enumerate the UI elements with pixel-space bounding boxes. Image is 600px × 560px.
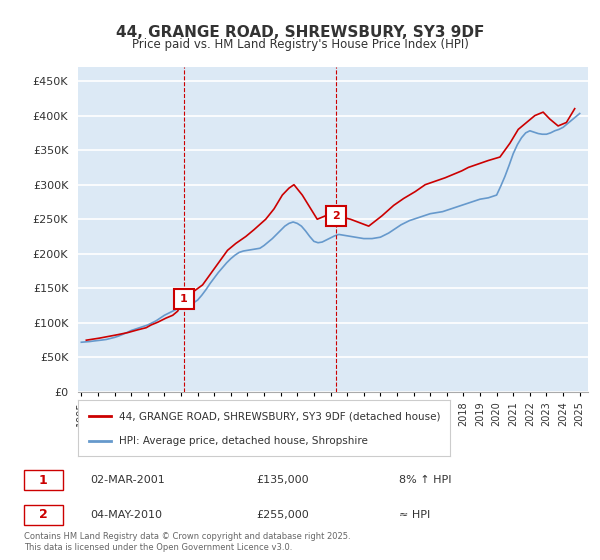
Text: 04-MAY-2010: 04-MAY-2010 <box>90 510 162 520</box>
Text: 1: 1 <box>39 474 47 487</box>
Text: 2: 2 <box>39 508 47 521</box>
Text: HPI: Average price, detached house, Shropshire: HPI: Average price, detached house, Shro… <box>119 436 368 446</box>
Text: ≈ HPI: ≈ HPI <box>400 510 431 520</box>
Text: 2: 2 <box>332 211 340 221</box>
Text: Contains HM Land Registry data © Crown copyright and database right 2025.
This d: Contains HM Land Registry data © Crown c… <box>24 532 350 552</box>
Text: 8% ↑ HPI: 8% ↑ HPI <box>400 475 452 485</box>
Text: 1: 1 <box>180 293 188 304</box>
Text: 02-MAR-2001: 02-MAR-2001 <box>90 475 165 485</box>
FancyBboxPatch shape <box>24 470 62 490</box>
FancyBboxPatch shape <box>24 505 62 525</box>
Text: Price paid vs. HM Land Registry's House Price Index (HPI): Price paid vs. HM Land Registry's House … <box>131 38 469 51</box>
Text: 44, GRANGE ROAD, SHREWSBURY, SY3 9DF (detached house): 44, GRANGE ROAD, SHREWSBURY, SY3 9DF (de… <box>119 411 440 421</box>
Text: 44, GRANGE ROAD, SHREWSBURY, SY3 9DF: 44, GRANGE ROAD, SHREWSBURY, SY3 9DF <box>116 25 484 40</box>
Text: £255,000: £255,000 <box>256 510 308 520</box>
Text: £135,000: £135,000 <box>256 475 308 485</box>
